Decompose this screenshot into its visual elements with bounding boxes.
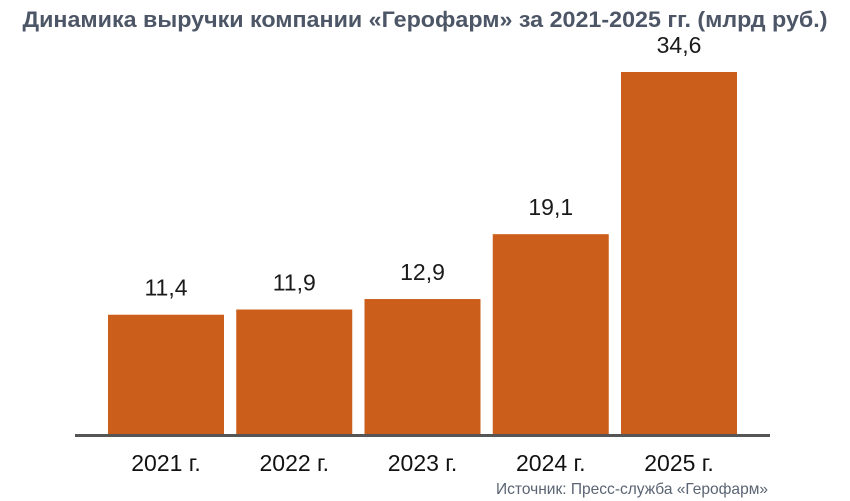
source-note: Источник: Пресс-служба «Герофарм»: [496, 481, 768, 498]
bar-2023: [364, 299, 481, 434]
value-label: 19,1: [528, 194, 573, 220]
bar-2024: [492, 234, 609, 434]
value-label: 34,6: [657, 32, 702, 58]
x-tick-label: 2021 г.: [131, 450, 201, 476]
bar-2025: [621, 72, 737, 434]
x-tick-label: 2024 г.: [516, 450, 586, 476]
x-tick-label: 2023 г.: [388, 450, 458, 476]
x-tick-label: 2025 г.: [644, 450, 714, 476]
value-label: 12,9: [400, 259, 445, 285]
chart-title: Динамика выручки компании «Герофарм» за …: [23, 7, 828, 32]
value-label: 11,4: [144, 275, 187, 301]
value-label: 11,9: [273, 269, 316, 295]
x-tick-label: 2022 г.: [259, 450, 329, 476]
bar-2021: [108, 314, 224, 434]
bar-2022: [236, 309, 353, 434]
